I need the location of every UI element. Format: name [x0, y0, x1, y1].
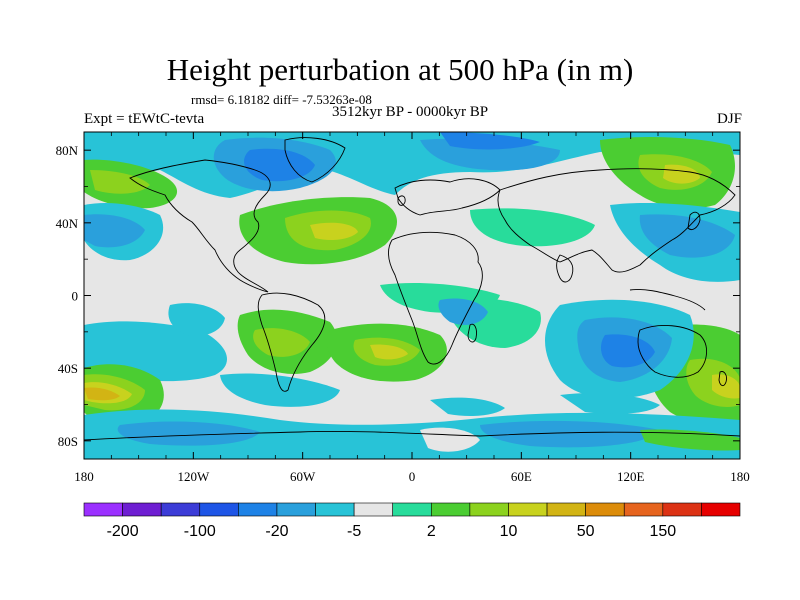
- colorbar-label: -20: [265, 523, 288, 540]
- colorbar-swatch: [238, 502, 278, 517]
- north-america: [129, 159, 271, 293]
- colorbar-swatch: [392, 502, 432, 517]
- colorbar-swatch: [276, 502, 316, 517]
- indonesia: [629, 289, 706, 311]
- negative-region-north: [84, 132, 740, 198]
- antarctica: [84, 431, 740, 441]
- colorbar-label: -100: [184, 523, 216, 540]
- africa: [388, 231, 483, 365]
- period-label: 3512kyr BP - 0000kyr BP: [331, 104, 489, 120]
- lat-tick-label: 0: [72, 289, 79, 304]
- india: [556, 254, 574, 283]
- anomaly-field: [84, 132, 740, 459]
- stats-text: rmsd= 6.18182 diff= -7.53263e-08: [191, 92, 372, 107]
- lon-tick-label: 180: [74, 469, 94, 484]
- lon-tick-label: 60E: [511, 469, 532, 484]
- colorbar-swatch: [160, 502, 201, 517]
- lat-tick-label: 40N: [56, 216, 79, 231]
- map-title: Height perturbation at 500 hPa (in m): [166, 52, 634, 87]
- longitude-axis: 180 120W 60W 0 60E 120E 180: [74, 132, 750, 484]
- experiment-label: Expt = tEWtC-tevta: [84, 111, 205, 127]
- negative-region-pacific: [84, 202, 740, 282]
- colorbar-label: -5: [347, 523, 361, 540]
- colorbar-swatch: [585, 502, 625, 517]
- lon-tick-label: 120E: [617, 469, 645, 484]
- colorbar-swatch: [199, 502, 239, 517]
- australia: [637, 325, 707, 378]
- colorbar-swatch: [623, 502, 664, 517]
- colorbar-label: 10: [500, 523, 518, 540]
- season-label: DJF: [716, 111, 742, 127]
- latitude-axis: 80N 40N 0 40S 80S: [56, 143, 740, 449]
- lon-tick-label: 180: [730, 469, 750, 484]
- asia: [497, 168, 736, 273]
- positive-region-north: [84, 137, 735, 265]
- greenland: [284, 137, 346, 183]
- coastlines: [84, 137, 740, 441]
- south-america: [257, 292, 326, 392]
- madagascar: [467, 323, 477, 343]
- colorbar-swatch: [83, 502, 123, 517]
- japan: [687, 211, 701, 231]
- colorbar-swatch: [508, 502, 548, 517]
- new-zealand: [718, 371, 727, 387]
- lat-tick-label: 80S: [58, 434, 78, 449]
- colorbar-swatch: [469, 502, 509, 517]
- uk: [397, 195, 406, 206]
- colorbar: [83, 502, 741, 517]
- antarctic-neutral: [420, 427, 480, 452]
- colorbar-labels: -200 -100 -20 -5 2 10 50 150: [107, 523, 677, 540]
- colorbar-label: 2: [427, 523, 436, 540]
- colorbar-swatch: [353, 502, 394, 517]
- colorbar-swatch: [546, 502, 586, 517]
- colorbar-swatch: [122, 502, 162, 517]
- lon-tick-label: 120W: [177, 469, 210, 484]
- lon-tick-label: 60W: [290, 469, 316, 484]
- colorbar-swatch: [315, 502, 355, 517]
- europe: [394, 178, 501, 216]
- colorbar-swatch: [701, 502, 741, 517]
- colorbar-label: 150: [649, 523, 676, 540]
- lon-tick-label: 0: [409, 469, 416, 484]
- colorbar-label: 50: [577, 523, 595, 540]
- lat-tick-label: 40S: [58, 361, 78, 376]
- colorbar-swatch: [662, 502, 702, 517]
- colorbar-swatch: [430, 502, 471, 517]
- lat-tick-label: 80N: [56, 143, 79, 158]
- colorbar-label: -200: [107, 523, 139, 540]
